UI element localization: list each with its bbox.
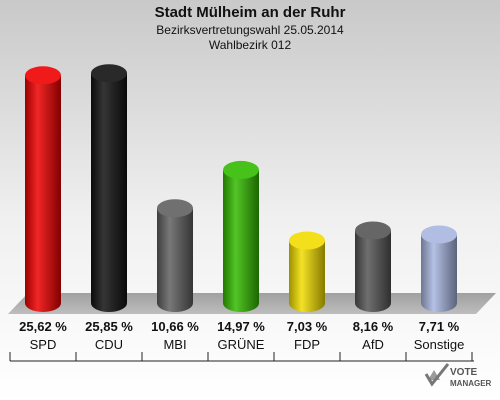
value-label: 7,03 % xyxy=(287,319,328,334)
chart-title: Stadt Mülheim an der Ruhr xyxy=(154,4,346,21)
category-label: FDP xyxy=(294,337,320,352)
votemanager-logo: VOTE MANAGER xyxy=(424,363,492,388)
category-label: SPD xyxy=(30,337,57,352)
bar-mbi xyxy=(157,199,193,312)
value-label: 25,62 % xyxy=(19,319,67,334)
category-label: GRÜNE xyxy=(218,337,265,352)
ballot-check-icon xyxy=(424,363,450,387)
bar-afd xyxy=(355,221,391,312)
chart-subtitle-district: Wahlbezirk 012 xyxy=(208,38,292,52)
category-label: MBI xyxy=(163,337,186,352)
value-label: 14,97 % xyxy=(217,319,265,334)
bar-fdp xyxy=(289,231,325,312)
bar-spd xyxy=(25,66,61,312)
bar-cdu xyxy=(91,64,127,312)
value-label: 25,85 % xyxy=(85,319,133,334)
logo-line2: MANAGER xyxy=(450,379,492,388)
category-label: Sonstige xyxy=(414,337,465,352)
bar-sonstige xyxy=(421,225,457,312)
value-label: 8,16 % xyxy=(353,319,394,334)
bar-grüne xyxy=(223,160,259,312)
logo-line1: VOTE xyxy=(450,367,478,378)
value-label: 7,71 % xyxy=(419,319,460,334)
value-label: 10,66 % xyxy=(151,319,199,334)
category-label: AfD xyxy=(362,337,384,352)
chart-subtitle: Bezirksvertretungswahl 25.05.2014 xyxy=(156,23,344,37)
category-label: CDU xyxy=(95,337,123,352)
